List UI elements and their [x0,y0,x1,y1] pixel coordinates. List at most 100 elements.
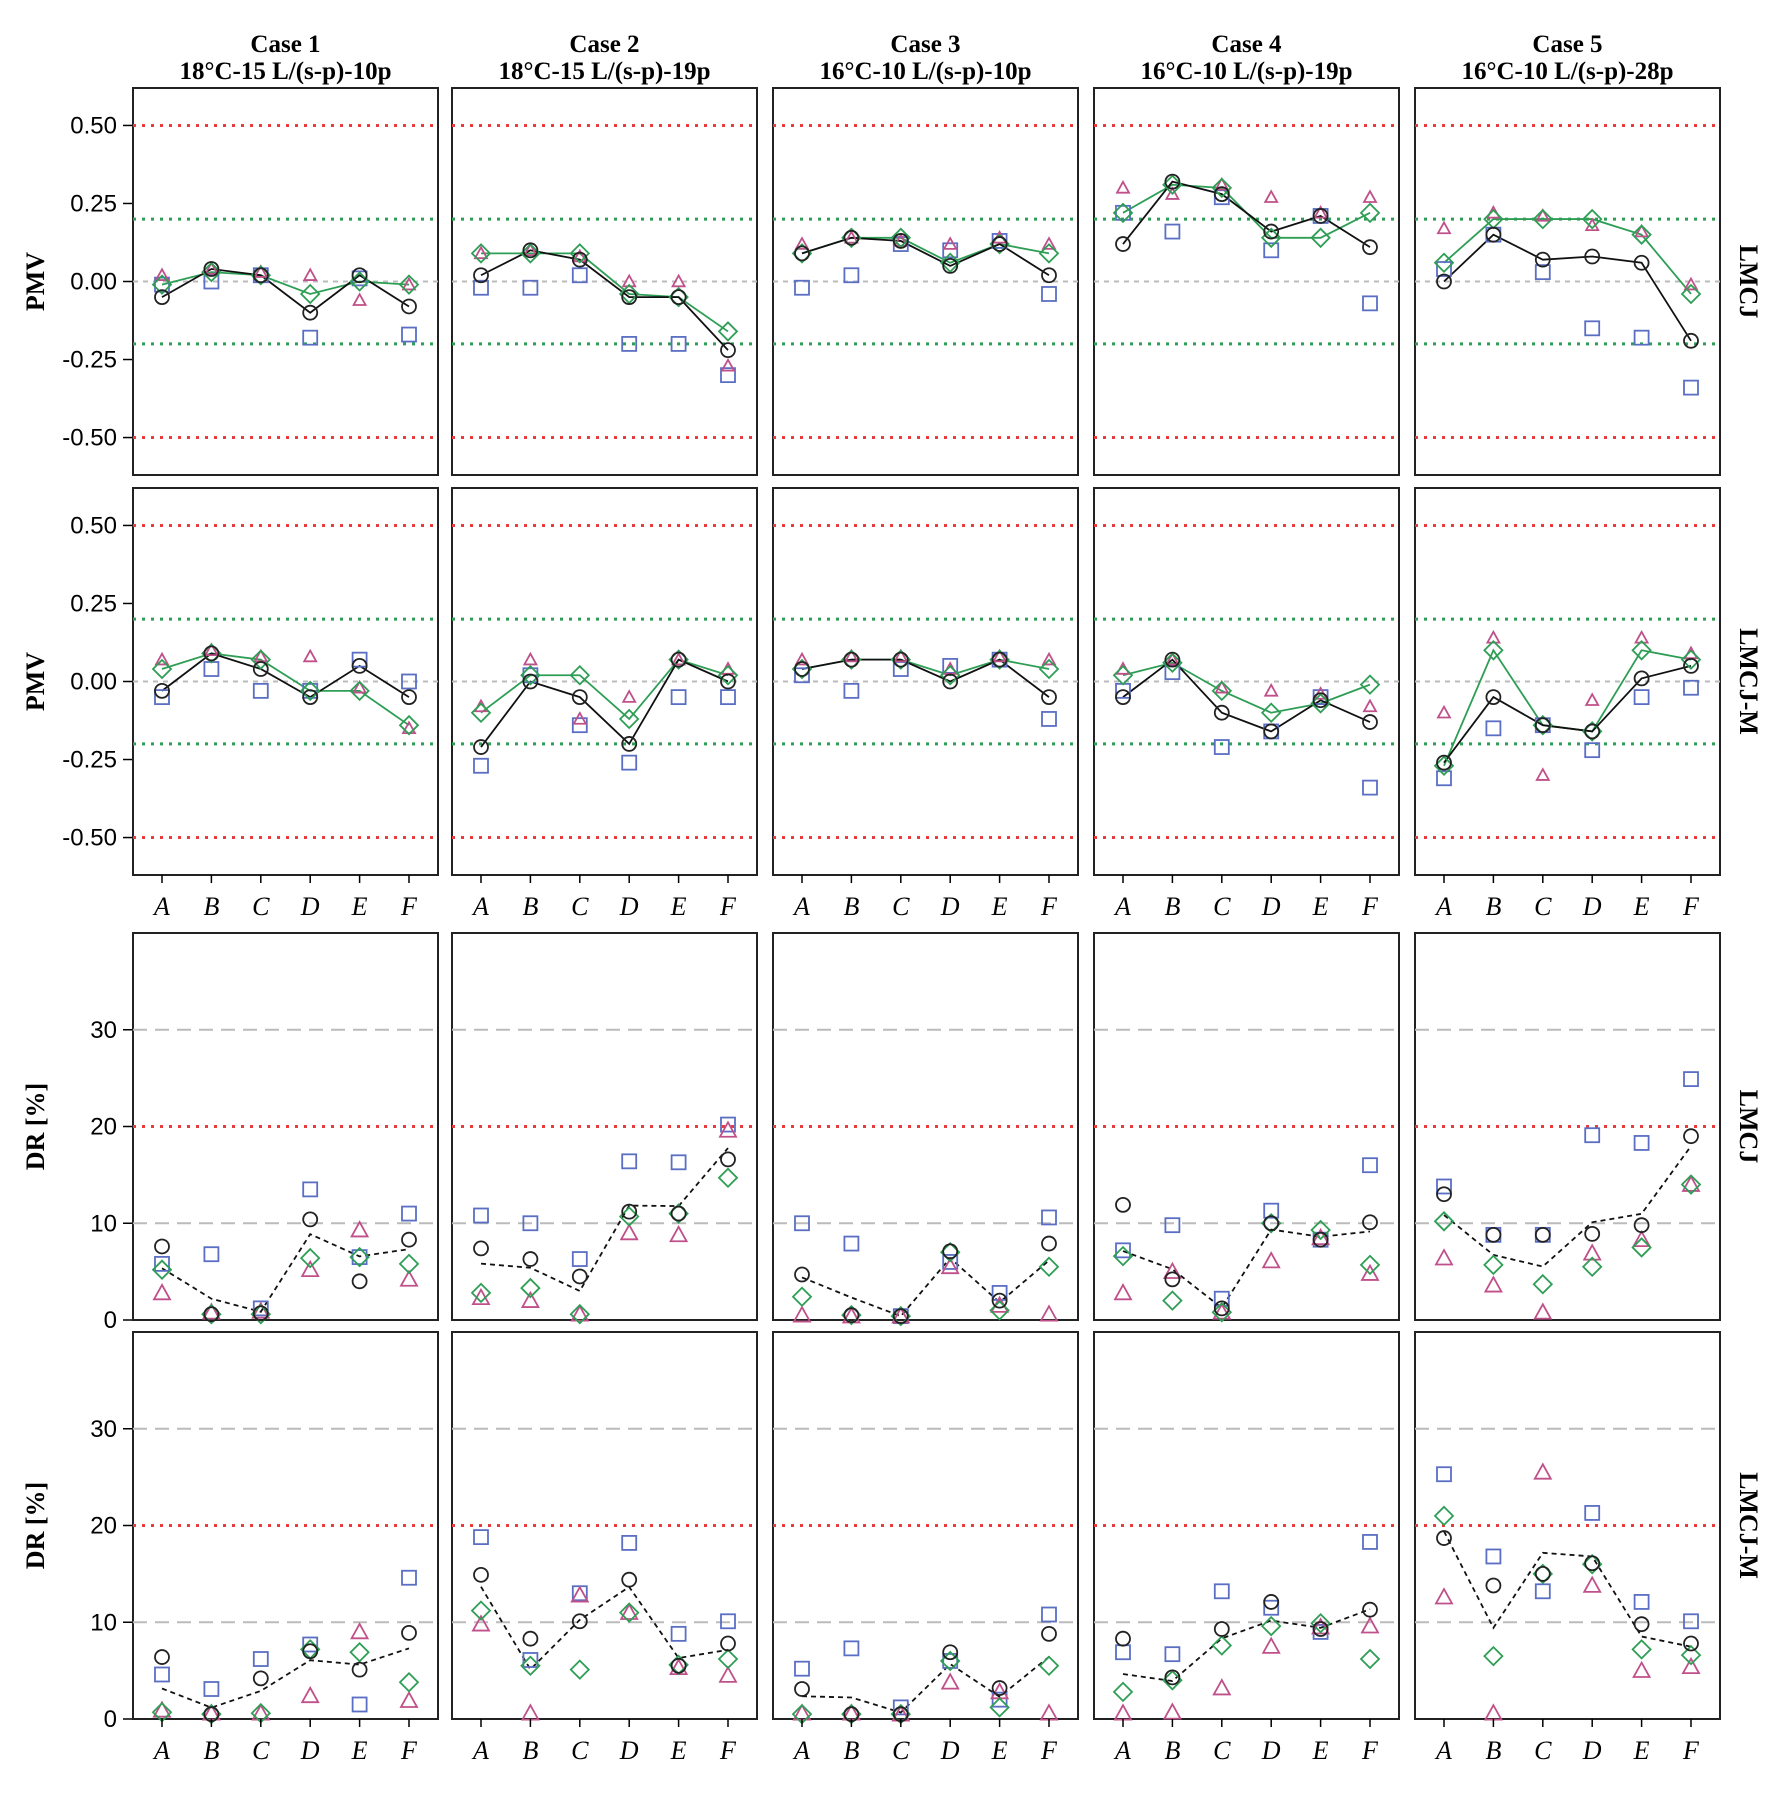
marker-triangle [669,1225,689,1243]
marker-diamond [890,227,912,249]
marker-diamond [299,1247,321,1269]
marker-diamond [569,664,591,686]
y-tick-label: 0.00 [70,269,117,296]
x-tick-label: C [1534,1736,1552,1765]
x-tick-label: B [1164,1736,1180,1765]
marker-triangle [203,642,219,656]
series-line-circle [801,236,1050,277]
marker-circle [621,1571,638,1588]
marker-square [843,682,860,699]
mean-line [801,1656,1050,1714]
y-tick-label: 10 [90,1210,117,1237]
marker-diamond [618,283,640,305]
marker-diamond [470,243,492,264]
marker-circle [794,1681,810,1697]
marker-diamond [299,283,321,305]
x-tick-label: B [522,1736,538,1765]
x-tick-label: C [252,892,270,921]
x-tick-label: F [400,892,418,921]
marker-diamond [1680,649,1702,670]
marker-circle [1436,273,1452,290]
marker-square [1485,1548,1502,1565]
marker-circle [302,1643,319,1660]
marker-diamond [939,664,961,686]
series-line-diamond [161,652,410,726]
marker-square [621,754,638,771]
x-tick-label: B [843,892,859,921]
panel-r2-c1 [451,932,758,1325]
marker-square [794,1215,810,1232]
marker-diamond [1631,224,1652,245]
marker-circle [351,1661,368,1678]
marker-triangle [1261,1251,1281,1269]
marker-diamond [1680,1644,1702,1666]
x-tick-label: D [619,892,639,921]
marker-circle [1633,1217,1650,1234]
marker-triangle [1263,683,1279,697]
marker-diamond [1211,1635,1233,1656]
marker-diamond [1581,1256,1603,1278]
marker-square [720,367,736,384]
panel-r2-c0 [132,932,439,1325]
marker-square [203,1681,220,1697]
marker-circle [252,1305,269,1322]
marker-square [302,1181,319,1198]
marker-diamond [939,1650,961,1672]
marker-circle [1041,267,1057,284]
marker-circle [720,1635,736,1652]
x-tick-label: C [892,892,910,921]
x-tick-label: F [1682,1736,1700,1765]
marker-diamond [1260,702,1282,723]
marker-diamond [1310,1219,1331,1241]
marker-circle [522,242,539,259]
marker-square [621,1153,638,1170]
marker-circle [720,673,736,690]
marker-triangle [1681,1174,1701,1192]
marker-square [1584,1505,1601,1521]
marker-diamond [349,680,370,702]
marker-triangle [1362,698,1378,713]
marker-circle [1312,208,1329,224]
panel-r0-c2 [772,87,1079,476]
series-line-circle [1443,665,1692,764]
marker-diamond [520,1277,541,1299]
marker-triangle [300,1685,320,1704]
x-tick-label: C [252,1736,270,1765]
marker-square [351,1696,368,1713]
marker-circle [571,689,588,706]
marker-diamond [989,1300,1010,1321]
y-tick-label: 0.25 [70,590,117,617]
marker-square [1436,1178,1452,1195]
x-tick-label: D [300,892,320,921]
case-title: Case 4 [1211,31,1282,58]
marker-diamond [1038,1256,1060,1278]
marker-square [1584,1127,1601,1144]
marker-square [302,329,319,346]
marker-square [942,1254,959,1270]
marker-diamond [520,664,541,686]
marker-diamond [569,243,591,264]
marker-square [1115,1242,1131,1259]
marker-triangle [940,1256,960,1275]
marker-circle [794,1266,810,1283]
x-tick-label: C [892,1736,910,1765]
marker-circle [1633,670,1650,687]
marker-diamond [1631,1639,1652,1660]
marker-circle [154,682,170,699]
marker-circle [1312,692,1329,709]
marker-triangle [1214,679,1230,694]
marker-circle [1584,1225,1601,1242]
marker-circle [942,1243,959,1260]
marker-diamond [520,1655,541,1677]
marker-diamond [1211,177,1233,199]
marker-square [843,267,860,284]
marker-triangle [1041,236,1057,250]
marker-circle [1263,223,1280,240]
panel-r1-c2 [772,487,1079,876]
marker-diamond [1162,652,1183,674]
marker-circle [351,267,368,284]
x-tick-label: F [719,892,737,921]
marker-triangle [1360,1616,1380,1634]
marker-triangle [352,679,368,694]
marker-triangle [401,276,417,291]
